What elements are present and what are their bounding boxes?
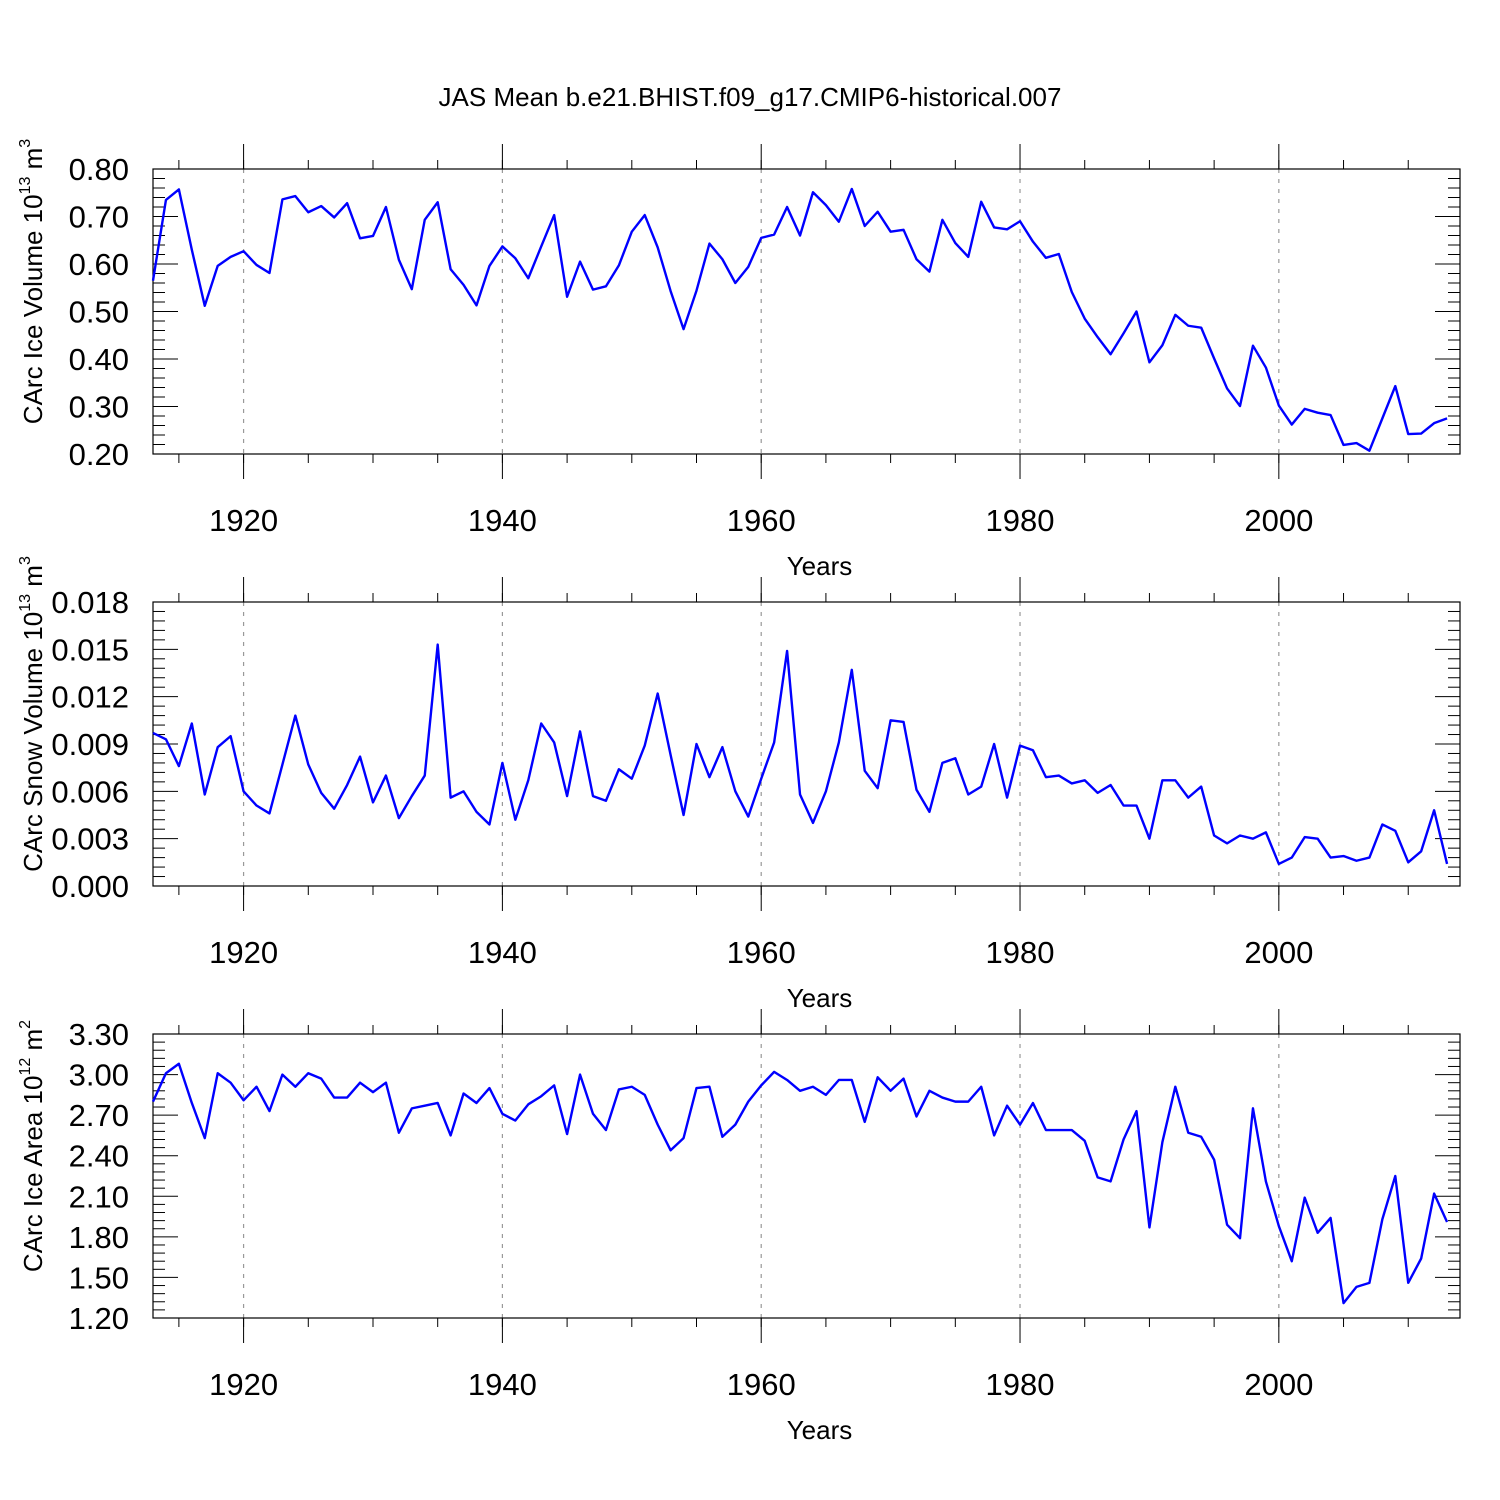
plot-frame	[152, 601, 1461, 887]
x-axis-label: Years	[787, 1415, 853, 1445]
y-tick-label: 2.70	[69, 1098, 129, 1133]
y-tick-label: 0.40	[69, 342, 129, 377]
y-tick-label: 0.006	[51, 774, 129, 809]
x-axis-label: Years	[787, 983, 853, 1013]
series-line	[152, 643, 1449, 866]
plot-frame	[152, 1033, 1461, 1319]
x-tick-label: 2000	[1244, 1367, 1313, 1402]
x-tick-label: 1960	[727, 1367, 796, 1402]
y-tick-label: 0.50	[69, 295, 129, 330]
x-axis-label: Years	[787, 551, 853, 581]
x-tick-label: 1920	[209, 503, 278, 538]
y-axis-label: CArc Snow Volume 1013 m3	[17, 556, 48, 872]
y-tick-label: 0.60	[69, 247, 129, 282]
panel-ice-volume: 1920 1940 1960 1980 2000 0.20 0.30 0.40 0.50 0.60…	[17, 139, 1461, 581]
x-tick-label: 1980	[986, 1367, 1055, 1402]
y-tick-label: 0.015	[51, 632, 129, 667]
y-axis-label: CArc Ice Volume 1013 m3	[17, 139, 48, 424]
x-tick-label: 1940	[468, 935, 537, 970]
x-tick-label: 1920	[209, 935, 278, 970]
y-tick-label: 0.70	[69, 200, 129, 235]
y-tick-label: 3.00	[69, 1058, 129, 1093]
panel-snow-volume: 1920 1940 1960 1980 2000 0.000 0.003 0.006 0.009…	[17, 556, 1461, 1013]
series-line	[151, 1062, 1449, 1305]
series-line	[151, 187, 1448, 452]
y-tick-label: 1.80	[69, 1220, 129, 1255]
x-tick-label: 1960	[727, 503, 796, 538]
y-tick-label: 0.003	[51, 822, 129, 857]
y-tick-label: 1.50	[69, 1260, 129, 1295]
y-tick-label: 0.000	[51, 869, 129, 904]
y-tick-label: 2.40	[69, 1139, 129, 1174]
y-tick-label: 0.018	[51, 585, 129, 620]
x-tick-label: 1960	[727, 935, 796, 970]
y-tick-label: 0.20	[69, 437, 129, 472]
plot-frame	[152, 168, 1461, 455]
x-tick-label: 2000	[1244, 503, 1313, 538]
y-tick-label: 0.80	[69, 152, 129, 187]
y-tick-label: 0.009	[51, 727, 129, 762]
y-tick-label: 2.10	[69, 1179, 129, 1214]
y-axis-label: CArc Ice Area 1012 m2	[17, 1020, 48, 1272]
y-tick-label: 0.012	[51, 680, 129, 715]
figure-title: JAS Mean b.e21.BHIST.f09_g17.CMIP6-histo…	[439, 82, 1062, 112]
x-tick-label: 2000	[1244, 935, 1313, 970]
x-tick-label: 1980	[986, 503, 1055, 538]
x-tick-label: 1920	[209, 1367, 278, 1402]
panel-ice-area: 1920 1940 1960 1980 2000 1.20 1.50 1.80 2.10 2.40…	[17, 1009, 1461, 1445]
y-tick-label: 0.30	[69, 390, 129, 425]
x-tick-label: 1940	[468, 503, 537, 538]
y-tick-label: 1.20	[69, 1301, 129, 1336]
x-tick-label: 1980	[986, 935, 1055, 970]
y-tick-label: 3.30	[69, 1017, 129, 1052]
x-tick-label: 1940	[468, 1367, 537, 1402]
